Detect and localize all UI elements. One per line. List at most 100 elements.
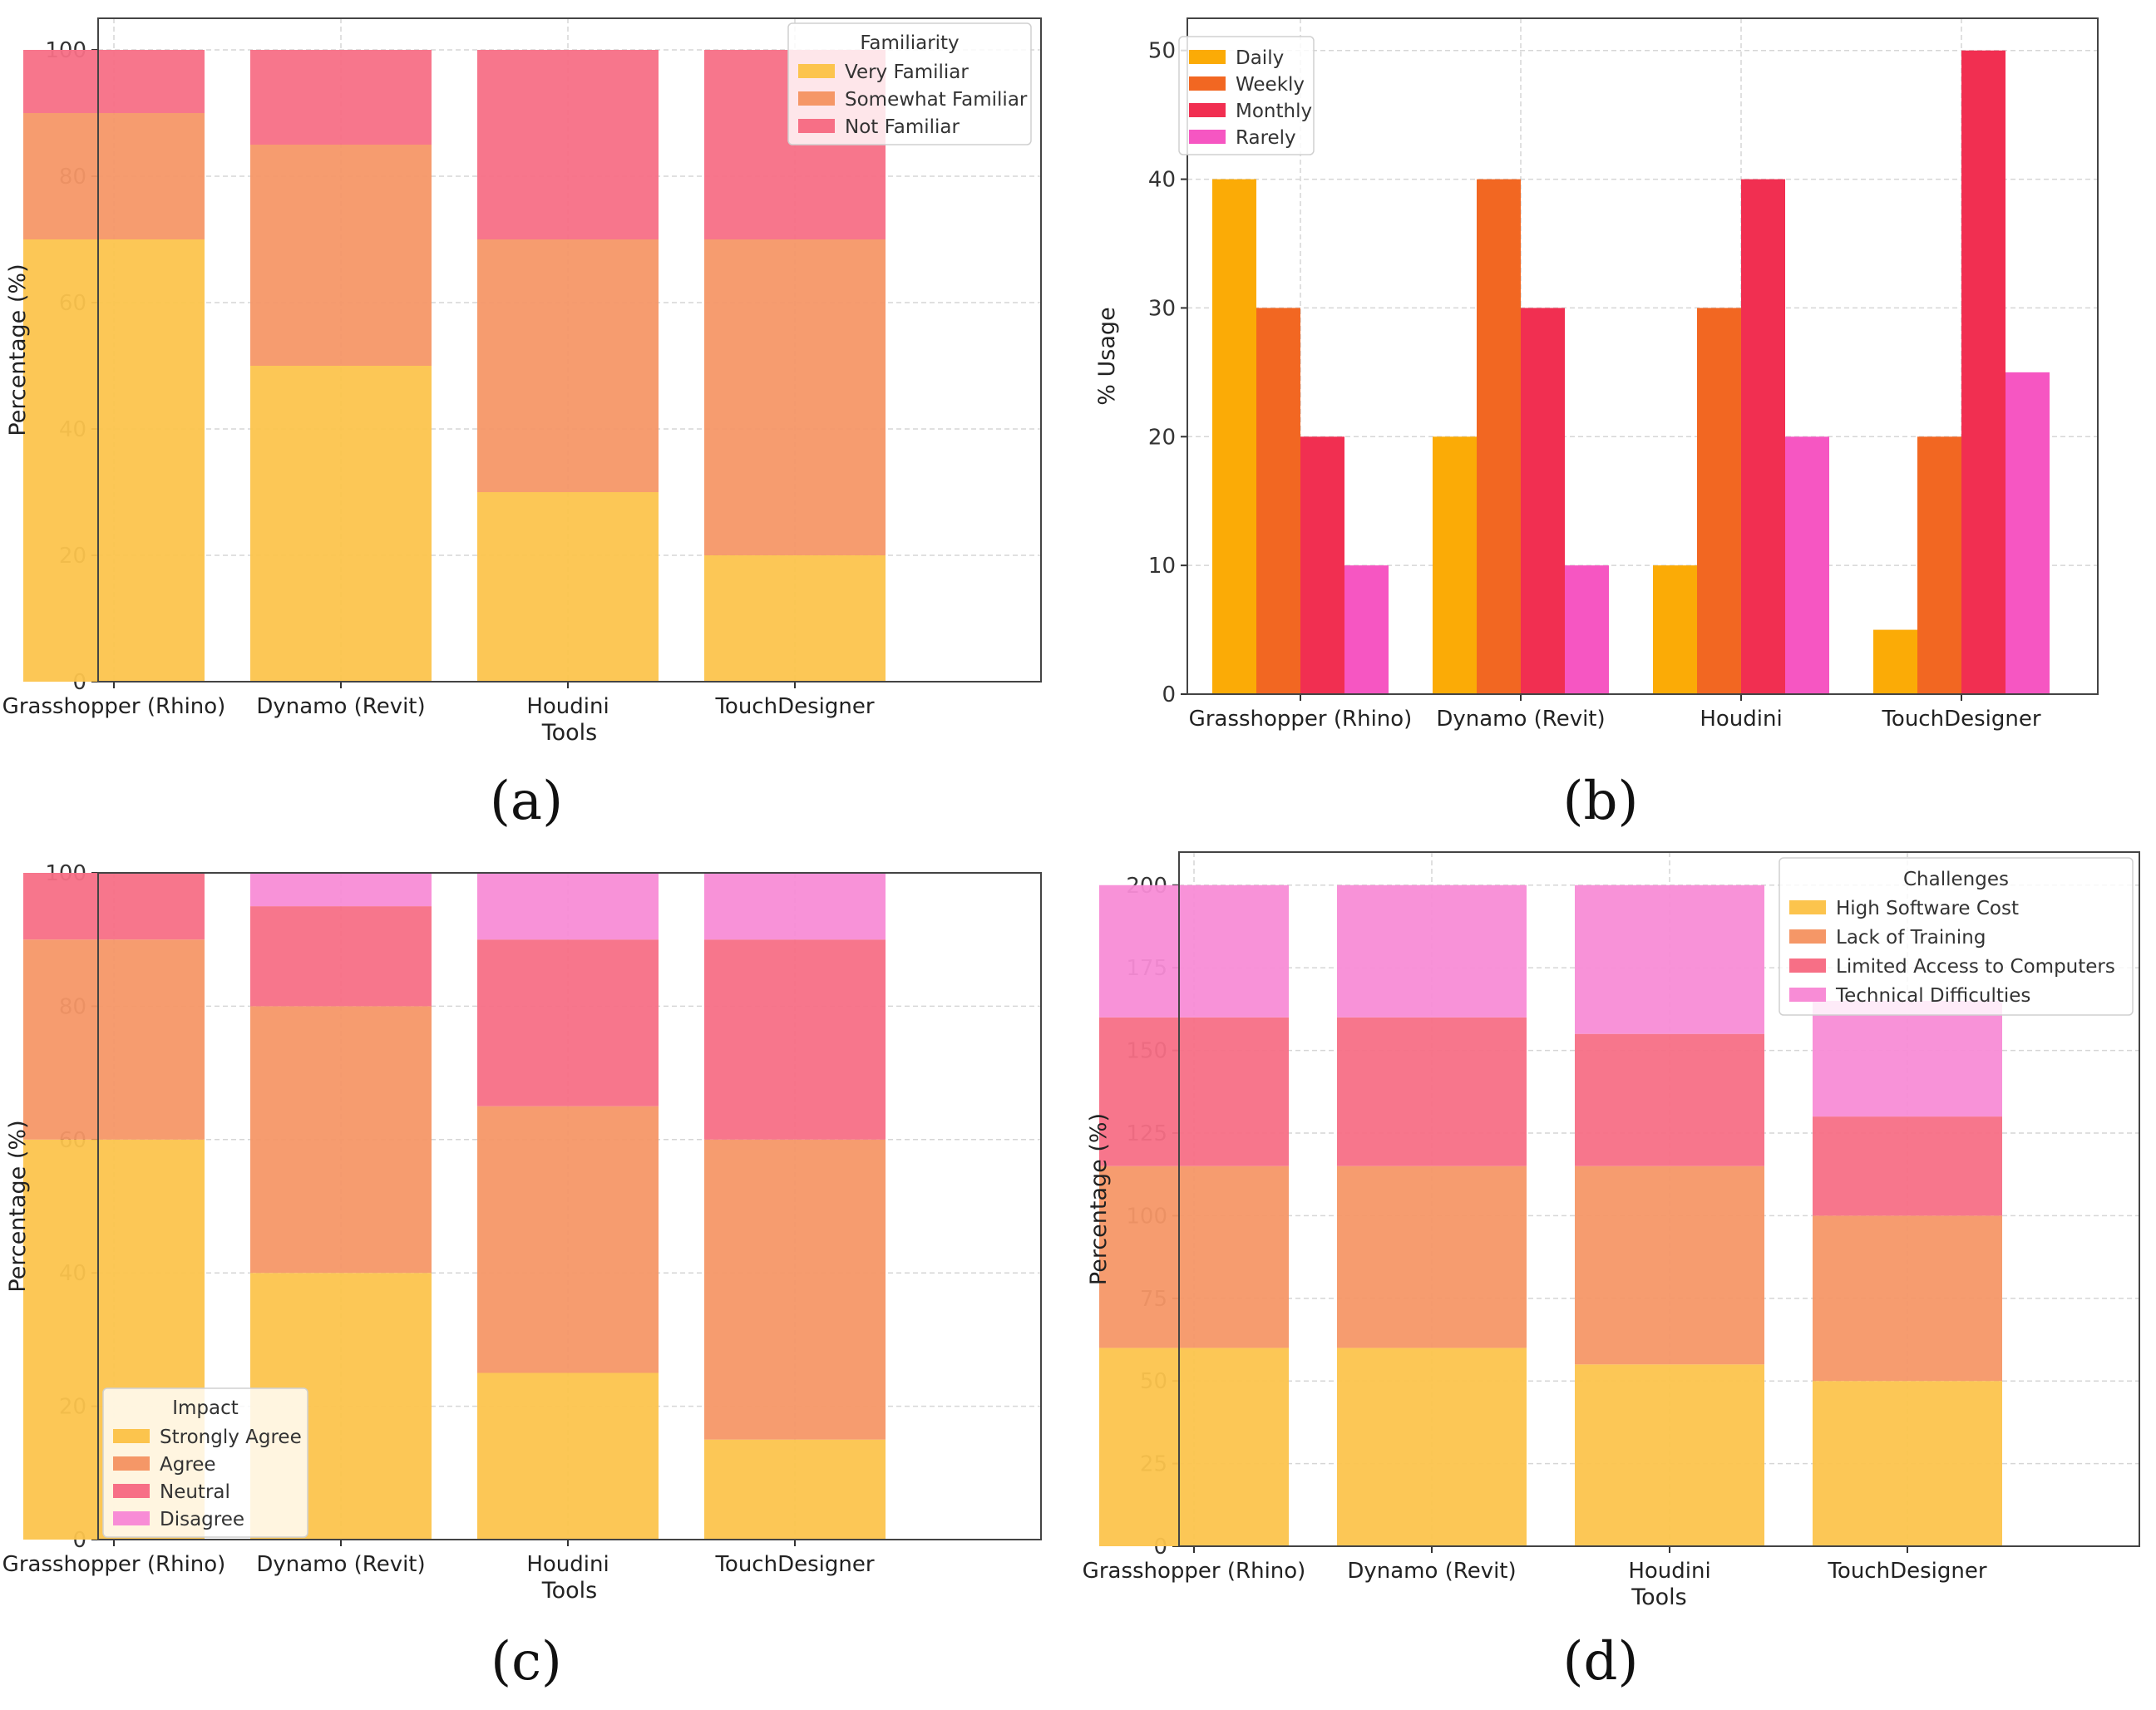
legend-swatch (1189, 103, 1226, 117)
x-tick-label: Dynamo (Revit) (1347, 1559, 1516, 1584)
bar-segment (1813, 1116, 2002, 1216)
bar-segment (1813, 1381, 2002, 1546)
legend-swatch (1789, 958, 1826, 973)
bar-segment (250, 366, 432, 682)
chart-panel-a: 020406080100Grasshopper (Rhino)Dynamo (R… (2, 17, 1042, 746)
x-tick-label: Grasshopper (Rhino) (1083, 1559, 1306, 1584)
x-tick-label: Houdini (1628, 1559, 1710, 1584)
bar (1961, 50, 2006, 694)
bar-segment (250, 50, 432, 145)
y-axis-label: Percentage (%) (5, 264, 31, 436)
bar (1873, 629, 1917, 694)
y-axis-label: Percentage (%) (5, 1120, 31, 1292)
bar-segment (1099, 1017, 1289, 1166)
bar-segment (23, 50, 205, 113)
bar-segment (704, 1139, 886, 1440)
bar-segment (1813, 1215, 2002, 1382)
legend-title: Impact (172, 1397, 239, 1419)
legend: Familiarity Very Familiar Somewhat Familia… (787, 22, 1032, 145)
bar-segment (1099, 1348, 1289, 1546)
plot-frame (1187, 17, 2099, 695)
legend-label: Lack of Training (1836, 927, 1986, 949)
legend-swatch (113, 1456, 150, 1471)
legend-label: Limited Access to Computers (1836, 956, 2115, 978)
bar (1477, 179, 1521, 695)
x-tick-label: Houdini (526, 694, 609, 719)
panel-label-d: (d) (1563, 1631, 1639, 1693)
x-axis-label: Tools (1631, 1584, 1687, 1610)
bar-segment (704, 555, 886, 682)
bar-segment (1575, 1364, 1764, 1546)
bar-segment (704, 939, 886, 1140)
legend-label: High Software Cost (1836, 898, 2019, 919)
y-tick-label: 40 (1148, 168, 1176, 193)
legend-label: Technical Difficulties (1835, 985, 2030, 1007)
bar (1785, 436, 1829, 694)
legend-label: Monthly (1236, 101, 1312, 122)
x-tick-label: TouchDesigner (714, 694, 874, 719)
chart-panel-b: 0 10 20 30 40 50 Grasshopper (Rhino) Dynamo (Re… (1094, 17, 2099, 732)
legend-swatch (798, 119, 835, 133)
bar-segment (250, 906, 432, 1007)
x-tick-label: Grasshopper (Rhino) (2, 1552, 226, 1577)
bar (1300, 436, 1344, 694)
legend-box (787, 22, 1032, 145)
bar-segment (1337, 885, 1527, 1018)
legend-swatch (1189, 76, 1226, 91)
plot-frame (97, 872, 1042, 1540)
legend-swatch (1789, 988, 1826, 1002)
legend-label: Strongly Agree (160, 1427, 302, 1448)
bar-segment (1813, 1000, 2002, 1117)
bar-segment (704, 239, 886, 555)
bar (1917, 436, 1961, 694)
legend-label: Neutral (160, 1481, 230, 1503)
chart-panel-d: 0255075100125150175200Grasshopper (Rhino… (1083, 851, 2140, 1610)
x-tick-label: TouchDesigner (1827, 1559, 1986, 1584)
x-tick-label: Houdini (1700, 707, 1782, 732)
chart-panel-c: 020406080100Grasshopper (Rhino)Dynamo (R… (2, 861, 1042, 1604)
legend-label: Somewhat Familiar (845, 89, 1028, 111)
legend: Daily Weekly Monthly Rarely (1178, 36, 1315, 155)
legend-box (1178, 36, 1315, 155)
y-tick-label: 10 (1148, 554, 1176, 579)
bar-segment (1337, 1017, 1527, 1166)
plot-frame (97, 17, 1042, 683)
x-tick-label: Houdini (526, 1552, 609, 1577)
bar-segment (250, 873, 432, 907)
legend-label: Rarely (1236, 127, 1296, 149)
bar-segment (250, 145, 432, 366)
bar-segment (704, 1439, 886, 1540)
bar-segment (477, 873, 659, 940)
bar-segment (23, 113, 205, 239)
bar-segment (1575, 885, 1764, 1034)
legend-title: Familiarity (860, 32, 959, 54)
bar (1256, 308, 1300, 694)
panel-label-c: (c) (491, 1631, 562, 1693)
bar-segment (1099, 1165, 1289, 1348)
bar-segment (477, 492, 659, 682)
legend-swatch (113, 1511, 150, 1525)
bar-segment (477, 1372, 659, 1540)
legend-swatch (798, 91, 835, 106)
bar-segment (1337, 1348, 1527, 1546)
legend-label: Disagree (160, 1509, 244, 1530)
bar (1433, 436, 1477, 694)
panel-label-a: (a) (490, 771, 563, 832)
x-tick-label: Dynamo (Revit) (256, 694, 425, 719)
y-axis-label: Percentage (%) (1086, 1113, 1112, 1285)
legend-label: Very Familiar (845, 62, 969, 83)
bar-segment (704, 873, 886, 940)
y-tick-label: 20 (1148, 425, 1176, 450)
y-tick-label: 50 (1148, 39, 1176, 64)
bar (1565, 565, 1609, 694)
bar (1697, 308, 1741, 694)
legend-swatch (1189, 130, 1226, 144)
y-tick-label: 30 (1148, 296, 1176, 321)
bar (1521, 308, 1565, 694)
bar-segment (1575, 1165, 1764, 1365)
legend-title: Challenges (1903, 869, 2009, 890)
bar-segment (477, 50, 659, 239)
plot-frame (1178, 851, 2140, 1547)
legend-swatch (1789, 900, 1826, 914)
legend-swatch (798, 64, 835, 78)
